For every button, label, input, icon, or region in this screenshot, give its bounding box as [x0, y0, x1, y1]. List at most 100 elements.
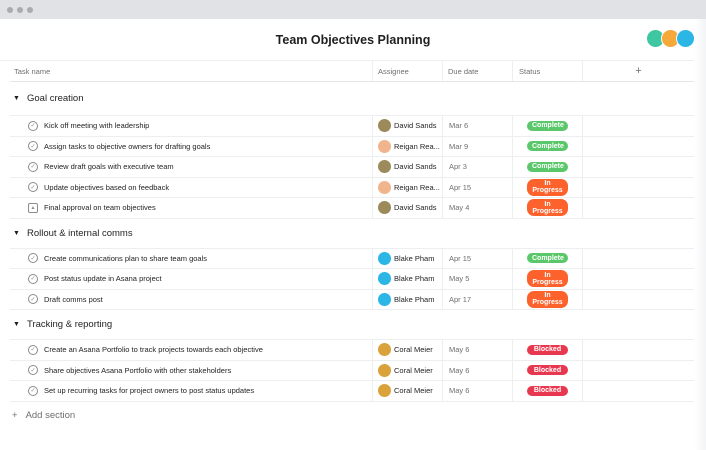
task-name[interactable]: Draft comms post: [44, 294, 103, 304]
avatar: [378, 251, 391, 265]
members-avatars[interactable]: [646, 29, 695, 48]
due-date[interactable]: Apr 15: [442, 248, 512, 268]
section-header[interactable]: ▼ Goal creation: [10, 82, 694, 116]
status-cell[interactable]: Complete: [512, 157, 582, 177]
avatar: [378, 180, 391, 194]
plus-icon: +: [12, 410, 18, 421]
add-column-button[interactable]: +: [582, 61, 694, 81]
table-row[interactable]: ✓ Create an Asana Portfolio to track proj…: [10, 340, 694, 361]
assignee-cell[interactable]: David Sands: [372, 116, 442, 136]
window-minimize-button[interactable]: [17, 6, 23, 13]
empty-cell: [582, 157, 694, 177]
collapse-triangle-icon[interactable]: ▼: [13, 321, 20, 328]
assignee-cell[interactable]: Blake Pham: [372, 269, 442, 289]
column-task-name[interactable]: Task name: [14, 66, 51, 76]
task-name[interactable]: Create communications plan to share team…: [44, 253, 208, 263]
status-cell[interactable]: Complete: [512, 116, 582, 136]
assignee-cell[interactable]: David Sands: [372, 157, 442, 177]
window-close-button[interactable]: [7, 6, 13, 13]
assignee-name: Coral Meier: [394, 345, 433, 355]
task-name[interactable]: Review draft goals with executive team: [44, 162, 174, 172]
assignee-cell[interactable]: David Sands: [372, 198, 442, 218]
due-date[interactable]: Apr 3: [442, 157, 512, 177]
table-row[interactable]: ✓ Review draft goals with executive team …: [10, 157, 694, 178]
task-name[interactable]: Post status update in Asana project: [44, 274, 162, 284]
status-cell[interactable]: In Progress: [512, 177, 582, 197]
section-header[interactable]: ▼ Rollout & internal comms: [10, 219, 694, 249]
due-date[interactable]: May 5: [442, 269, 512, 289]
table-row[interactable]: ▴ Final approval on team objectives David…: [10, 198, 694, 219]
due-date[interactable]: May 6: [442, 340, 512, 360]
assignee-cell[interactable]: Reigan Rea...: [372, 136, 442, 156]
column-status[interactable]: Status: [512, 61, 582, 81]
task-name[interactable]: Create an Asana Portfolio to track proje…: [44, 345, 263, 355]
check-circle-icon[interactable]: ✓: [28, 182, 38, 193]
column-due-date[interactable]: Due date: [442, 61, 512, 81]
add-section-button[interactable]: + Add section: [12, 410, 75, 421]
assignee-cell[interactable]: Coral Meier: [372, 340, 442, 360]
collapse-triangle-icon[interactable]: ▼: [13, 95, 20, 102]
table-row[interactable]: ✓ Create communications plan to share tea…: [10, 248, 694, 269]
due-date[interactable]: May 4: [442, 198, 512, 218]
column-headers: Task name Assignee Due date Status +: [10, 61, 694, 82]
task-name[interactable]: Update objectives based on feedback: [44, 182, 170, 192]
status-cell[interactable]: In Progress: [512, 289, 582, 309]
section-name: Tracking & reporting: [27, 319, 113, 330]
section-name: Rollout & internal comms: [27, 227, 133, 239]
window-zoom-button[interactable]: [27, 6, 33, 13]
status-cell[interactable]: Blocked: [512, 340, 582, 360]
due-date[interactable]: May 6: [442, 360, 512, 380]
check-circle-icon[interactable]: ✓: [28, 385, 38, 396]
table-row[interactable]: ✓ Kick off meeting with leadership David …: [10, 116, 694, 137]
section-header[interactable]: ▼ Tracking & reporting: [10, 310, 694, 340]
due-date[interactable]: Mar 9: [442, 136, 512, 156]
status-cell[interactable]: Complete: [512, 136, 582, 156]
check-circle-icon[interactable]: ✓: [28, 161, 38, 172]
table-row[interactable]: ✓ Draft comms post Blake Pham Apr 17 In P…: [10, 289, 694, 310]
assignee-cell[interactable]: Coral Meier: [372, 360, 442, 380]
status-cell[interactable]: In Progress: [512, 198, 582, 218]
check-circle-icon[interactable]: ✓: [28, 141, 38, 152]
table-row[interactable]: ✓ Post status update in Asana project Bla…: [10, 269, 694, 290]
check-circle-icon[interactable]: ✓: [28, 273, 38, 284]
check-circle-icon[interactable]: ✓: [28, 120, 38, 131]
due-date[interactable]: Apr 17: [442, 289, 512, 309]
table-row[interactable]: ✓ Update objectives based on feedback Rei…: [10, 177, 694, 198]
due-date[interactable]: Mar 6: [442, 116, 512, 136]
check-circle-icon[interactable]: ✓: [28, 253, 38, 264]
table-row[interactable]: ✓ Set up recurring tasks for project owne…: [10, 381, 694, 402]
status-badge: In Progress: [527, 199, 568, 217]
collapse-triangle-icon[interactable]: ▼: [13, 229, 20, 237]
check-circle-icon[interactable]: ✓: [28, 365, 38, 376]
avatar[interactable]: [676, 29, 695, 48]
due-date[interactable]: Apr 15: [442, 177, 512, 197]
table-row[interactable]: ✓ Share objectives Asana Portfolio with o…: [10, 360, 694, 381]
task-name[interactable]: Share objectives Asana Portfolio with ot…: [44, 365, 232, 375]
task-list: Task name Assignee Due date Status + ▼ Go…: [10, 61, 694, 402]
task-name[interactable]: Kick off meeting with leadership: [44, 121, 150, 131]
assignee-cell[interactable]: Blake Pham: [372, 289, 442, 309]
empty-cell: [582, 177, 694, 197]
check-circle-icon[interactable]: ✓: [28, 344, 38, 355]
status-cell[interactable]: In Progress: [512, 269, 582, 289]
table-row[interactable]: ✓ Assign tasks to objective owners for dr…: [10, 136, 694, 157]
column-assignee[interactable]: Assignee: [372, 61, 442, 81]
due-date[interactable]: May 6: [442, 381, 512, 401]
task-name[interactable]: Assign tasks to objective owners for dra…: [44, 141, 211, 151]
status-cell[interactable]: Blocked: [512, 381, 582, 401]
assignee-cell[interactable]: Reigan Rea...: [372, 177, 442, 197]
status-badge: Complete: [527, 120, 568, 131]
status-badge: Complete: [527, 161, 568, 172]
page-title: Team Objectives Planning: [275, 33, 431, 47]
approval-icon[interactable]: ▴: [28, 202, 38, 213]
task-name[interactable]: Set up recurring tasks for project owner…: [44, 386, 255, 396]
task-name[interactable]: Final approval on team objectives: [44, 203, 156, 213]
assignee-cell[interactable]: Blake Pham: [372, 248, 442, 268]
check-circle-icon[interactable]: ✓: [28, 294, 38, 305]
status-badge: In Progress: [527, 290, 568, 308]
assignee-name: Coral Meier: [394, 365, 433, 375]
assignee-cell[interactable]: Coral Meier: [372, 381, 442, 401]
status-cell[interactable]: Complete: [512, 248, 582, 268]
status-cell[interactable]: Blocked: [512, 360, 582, 380]
empty-cell: [582, 198, 694, 218]
